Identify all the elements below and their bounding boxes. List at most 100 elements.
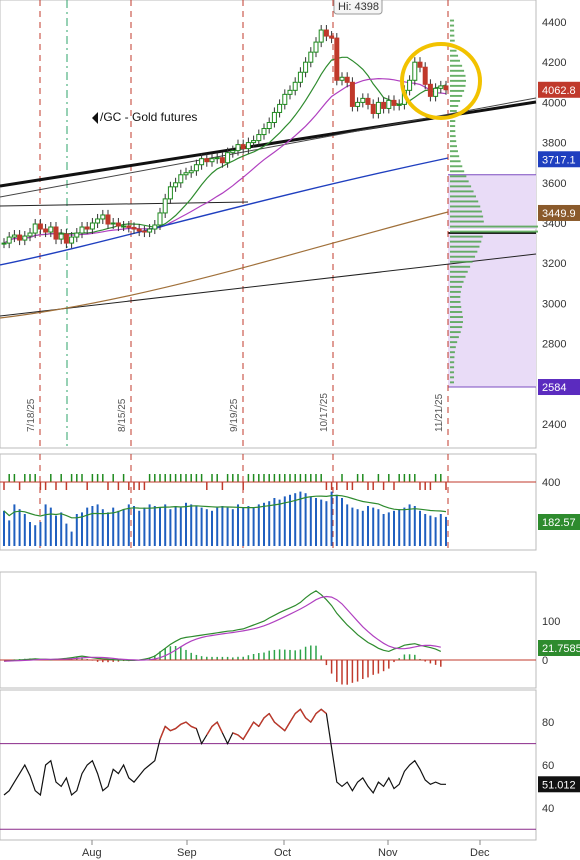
price-tick-label: 4000 xyxy=(542,97,566,109)
rsi-overbought-segment xyxy=(237,734,244,740)
rsi-overbought-segment xyxy=(242,730,249,740)
rsi-overbought-segment xyxy=(232,732,239,736)
candle-body xyxy=(6,236,12,244)
volume-profile-bar xyxy=(450,270,468,273)
price-badge-label: 4062.8 xyxy=(542,85,576,97)
volume-profile-bar xyxy=(450,89,465,92)
candle-body xyxy=(427,83,433,97)
candle-body xyxy=(193,164,199,172)
volume-profile-bar xyxy=(450,240,482,243)
candle-body xyxy=(334,37,340,81)
candle-body xyxy=(360,97,366,103)
macd-line xyxy=(3,590,442,662)
candle-body xyxy=(240,144,246,150)
candle-body xyxy=(167,186,173,200)
candle-body xyxy=(199,158,205,166)
volume-profile-bar xyxy=(450,235,483,238)
candle-body xyxy=(22,235,28,241)
rsi-overbought-segment xyxy=(211,721,218,727)
candle-body xyxy=(131,226,137,230)
candle-body xyxy=(282,93,288,105)
rsi-overbought-segment xyxy=(216,721,224,734)
volume-panel xyxy=(0,453,537,551)
rsi-badge xyxy=(538,776,580,793)
volume-profile-bar xyxy=(450,150,458,153)
volume-profile-bar xyxy=(450,230,538,233)
rsi-tick-label: 80 xyxy=(542,717,554,729)
candle-body xyxy=(152,224,158,230)
volume-bars xyxy=(0,474,536,546)
rsi-overbought-segment xyxy=(284,721,291,732)
rsi-overbought-segment xyxy=(206,726,213,736)
high-label-tag: Hi: 4398 xyxy=(333,0,383,15)
candle-body xyxy=(370,103,376,114)
volume-profile-bar xyxy=(450,290,461,293)
macd-tick-label: 100 xyxy=(542,616,560,628)
rsi-overbought-segment xyxy=(263,713,270,719)
candle-body xyxy=(100,214,106,220)
volume-profile-bar xyxy=(450,69,465,72)
volume-profile-bar xyxy=(450,321,463,323)
macd-panel xyxy=(0,571,537,689)
candle-body xyxy=(261,128,267,136)
volume-profile-bar xyxy=(450,351,455,354)
volume-profile-bar xyxy=(450,200,479,203)
price-badge xyxy=(538,151,580,168)
volume-profile-bar xyxy=(450,331,461,334)
candle-body xyxy=(121,225,127,228)
candle-body xyxy=(74,232,80,238)
price-tick-label: 4400 xyxy=(542,17,566,29)
volume-profile-bar xyxy=(450,341,458,344)
candle-body xyxy=(27,232,33,237)
candle-body xyxy=(1,242,7,245)
candle-body xyxy=(115,222,121,227)
candle-body xyxy=(251,140,257,144)
price-tick-label: 3400 xyxy=(542,218,566,230)
candle-body xyxy=(417,61,423,68)
candle-body xyxy=(271,111,277,123)
volume-profile-bar xyxy=(450,346,456,349)
volume-profile-bar xyxy=(450,195,476,198)
macd-tick-label: 0 xyxy=(542,655,548,667)
rsi-overbought-segment xyxy=(170,727,176,732)
candle-body xyxy=(365,97,371,105)
volume-profile-bar xyxy=(450,361,455,364)
candle-body xyxy=(318,29,324,43)
candle-body xyxy=(162,198,168,214)
candle-body xyxy=(287,89,293,95)
volume-profile-bar xyxy=(450,285,462,288)
volume-profile-bar xyxy=(450,170,465,173)
volume-profile-bar xyxy=(450,185,472,188)
highlight-circle xyxy=(400,42,482,120)
candle-body xyxy=(297,71,303,83)
candle-body xyxy=(17,234,23,241)
date-marker-label: 7/18/25 xyxy=(26,398,37,432)
rsi-tick-label: 40 xyxy=(542,803,554,815)
volume-profile-bar xyxy=(450,24,455,27)
candle-body xyxy=(110,222,116,225)
candle-body xyxy=(386,99,392,109)
candle-body xyxy=(105,214,111,225)
rsi-overbought-segment xyxy=(180,721,187,725)
price-badge-label: 2584 xyxy=(542,382,566,394)
candle-body xyxy=(136,228,142,232)
volume-profile xyxy=(450,19,538,384)
candle-body xyxy=(329,35,335,39)
volume-profile-bar xyxy=(450,336,459,339)
candle-body xyxy=(89,222,95,230)
candle-body xyxy=(141,230,147,233)
volume-profile-bar xyxy=(450,64,463,67)
candle-body xyxy=(48,226,54,233)
date-marker-label: 10/17/25 xyxy=(319,393,330,432)
candle-body xyxy=(391,99,397,106)
candle-body xyxy=(407,79,413,91)
rsi-overbought-segment xyxy=(279,725,286,732)
volume-profile-bar xyxy=(450,326,463,329)
axes: 2400260028003000320034003600380040004200… xyxy=(82,17,580,859)
candle-body xyxy=(173,182,179,188)
volume-profile-bar xyxy=(450,245,480,248)
volume-profile-bar xyxy=(450,180,469,183)
volume-profile-bar xyxy=(450,39,455,42)
macd-badge xyxy=(538,640,580,656)
